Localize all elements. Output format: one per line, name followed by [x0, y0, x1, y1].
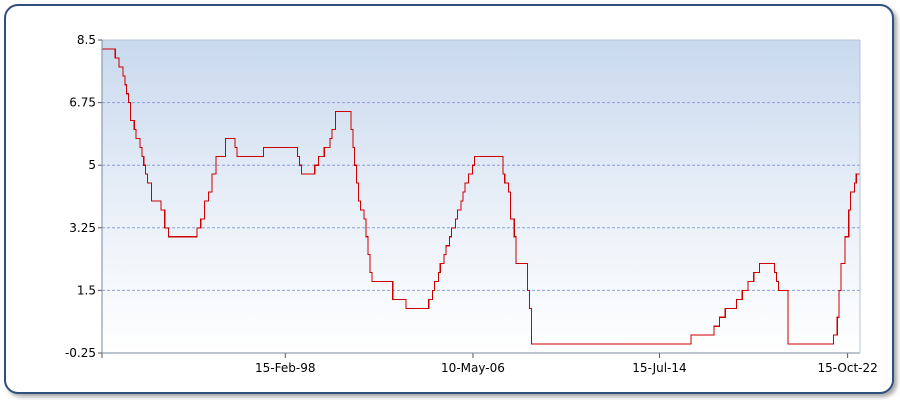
series-group — [102, 48, 861, 345]
x-tick-label: 10-May-06 — [441, 361, 505, 375]
chart-frame: 8.5 6.75 5 3.25 1.5 -0.25 15-Feb-98 10-May-06 1… — [4, 4, 894, 394]
x-tick-label: 15-Oct-22 — [817, 361, 877, 375]
y-tick-label: 6.75 — [69, 96, 96, 110]
y-tick-label: 3.25 — [69, 221, 96, 235]
x-tick-label: 15-Jul-14 — [632, 361, 686, 375]
x-tick-label: 15-Feb-98 — [255, 361, 315, 375]
y-tick-label: -0.25 — [65, 346, 96, 360]
y-tick-label: 1.5 — [77, 283, 96, 297]
y-tick-label: 5 — [88, 158, 96, 172]
series-line — [102, 48, 861, 345]
y-tick-label: 8.5 — [77, 33, 96, 47]
y-axis-ticks: 8.5 6.75 5 3.25 1.5 -0.25 — [65, 33, 102, 360]
gridlines — [102, 39, 860, 291]
plot-area — [102, 40, 860, 353]
x-axis-ticks: 15-Feb-98 10-May-06 15-Jul-14 15-Oct-22 — [101, 353, 878, 375]
